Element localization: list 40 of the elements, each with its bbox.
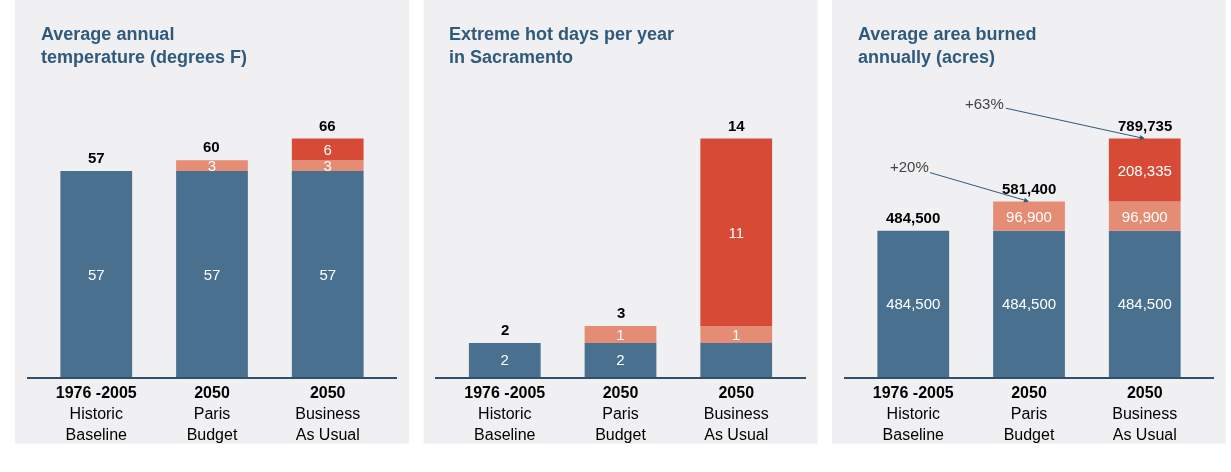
total-label: 57 bbox=[88, 149, 105, 166]
data-label: 96,900 bbox=[1006, 207, 1052, 225]
x-tick-label: 1976 -2005 Historic Baseline bbox=[55, 383, 137, 443]
x-tick-label: 1976 -2005 Historic Baseline bbox=[464, 383, 546, 443]
data-label: 1 bbox=[616, 325, 625, 343]
annotation: +63% bbox=[965, 95, 1004, 112]
data-label: 3 bbox=[323, 157, 332, 175]
data-label: 484,500 bbox=[1117, 295, 1172, 313]
data-label: 2 bbox=[616, 351, 625, 369]
total-label: 60 bbox=[203, 138, 220, 155]
total-label: 581,400 bbox=[1002, 180, 1057, 197]
x-tick-label: 2050 Business As Usual bbox=[1112, 383, 1178, 443]
x-tick-label: 1976 -2005 Historic Baseline bbox=[872, 383, 954, 443]
chart-title: Average annual temperature (degrees F) bbox=[41, 24, 248, 68]
x-tick-label: 2050 Paris Budget bbox=[186, 383, 238, 443]
total-label: 3 bbox=[617, 304, 626, 321]
data-label: 11 bbox=[728, 223, 745, 241]
total-label: 14 bbox=[728, 117, 746, 134]
data-label: 3 bbox=[207, 157, 217, 175]
data-label: 96,900 bbox=[1121, 207, 1168, 225]
total-label: 484,500 bbox=[886, 209, 941, 226]
chart-title: Extreme hot days per year in Sacramento bbox=[449, 24, 675, 68]
total-label: 66 bbox=[319, 117, 336, 134]
chart-title: Average area burned annually (acres) bbox=[858, 24, 1037, 68]
x-tick-label: 2050 Business As Usual bbox=[295, 383, 361, 443]
data-label: 6 bbox=[323, 140, 332, 158]
x-tick-label: 2050 Paris Budget bbox=[1003, 383, 1055, 443]
data-label: 2 bbox=[500, 351, 509, 369]
data-label: 57 bbox=[203, 265, 221, 283]
x-tick-label: 2050 Paris Budget bbox=[595, 383, 647, 443]
data-label: 57 bbox=[87, 265, 105, 283]
data-label: 57 bbox=[319, 265, 337, 283]
total-label: 2 bbox=[501, 321, 510, 338]
data-label: 484,500 bbox=[886, 295, 941, 313]
x-tick-label: 2050 Business As Usual bbox=[703, 383, 769, 443]
annotation: +20% bbox=[890, 158, 929, 175]
total-label: 789,735 bbox=[1118, 117, 1173, 134]
data-label: 208,335 bbox=[1117, 161, 1172, 179]
data-label: 1 bbox=[732, 325, 741, 343]
data-label: 484,500 bbox=[1001, 295, 1057, 313]
